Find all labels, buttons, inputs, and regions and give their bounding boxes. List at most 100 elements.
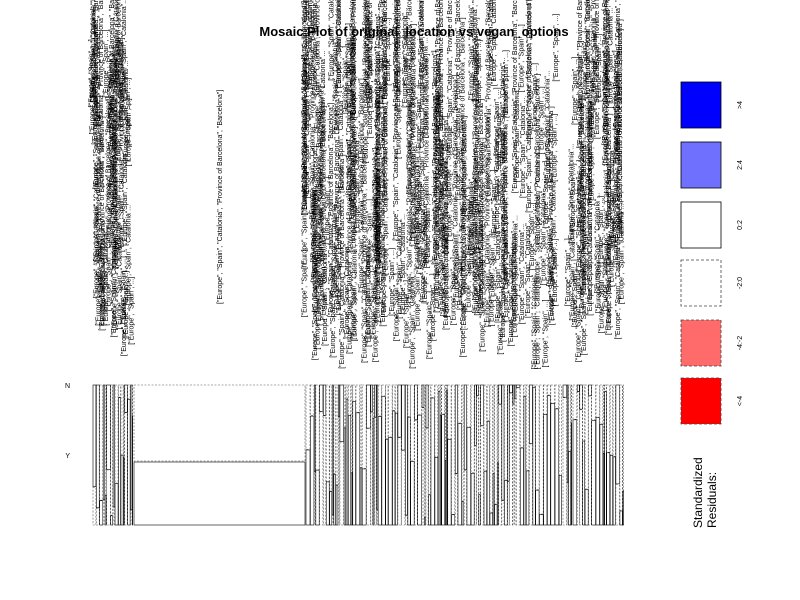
mosaic-tile-y-96: [532, 387, 536, 526]
legend-swatch-2: [680, 201, 722, 249]
mosaic-tile-n-54: [417, 384, 422, 415]
mosaic-tile-y-10: [120, 454, 124, 526]
category-label-overlap-64: ["Europe", "Spain", ...]: [543, 161, 550, 229]
category-label-overlap-116: ["Europe", "Spain", "Catalonia"...: [568, 143, 575, 244]
category-label-overlap-183: ["Europe", "Spain", "Catalonia", "Provin…: [604, 50, 611, 264]
category-label-overlap-45: ["Europe", "Spain", "Catalonia", "Provin…: [460, 17, 467, 231]
mosaic-tiles: [92, 384, 624, 526]
category-label-80: ["Europe", "Spain", ...]: [488, 258, 495, 326]
category-label-overlap-13: ["Europe", "Spain", ...]: [582, 31, 589, 99]
mosaic-tile-y-90: [514, 398, 517, 526]
category-label-21: ["Europe", "Spain", "Catalonia"...: [322, 245, 329, 346]
category-label-41: ["Europe", "Spain", "Catalonia"...: [374, 222, 381, 323]
category-label-overlap-143: ["Europe", "Spain", "Catalonia"...: [350, 20, 357, 121]
category-label-96: ["Europe", "Spain", "Catalonia"...: [531, 269, 538, 370]
category-label-overlap-12: ["Europe", "Spain", "Catalonia", "Provin…: [378, 0, 385, 109]
category-label-overlap-203: ["Europe", "Spain", "Catalonia"...: [576, 171, 583, 272]
mosaic-tile-y-78: [483, 470, 488, 526]
mosaic-tile-n-1: [95, 384, 100, 508]
category-label-overlap-219: ["Europe", "Spain", "Catalonia", "Provin…: [484, 113, 491, 327]
category-label-overlap-28: ["Europe", "Spain", ...]: [539, 86, 546, 154]
mosaic-tile-y-21: [323, 415, 327, 526]
mosaic-tile-n-25: [333, 384, 336, 475]
mosaic-tile-y-63: [441, 414, 446, 526]
mosaic-tile-n-24: [331, 384, 334, 516]
mosaic-tile-n-23: [329, 384, 333, 492]
mosaic-tile-n-102: [554, 384, 560, 409]
mosaic-tile-n-60: [434, 384, 439, 458]
category-label-overlap-131: ["Europe", "Spain", "Catalonia"...: [114, 0, 121, 84]
category-label-overlap-229: ["Europe", "Spain", ...]: [416, 85, 423, 153]
category-label-overlap-197: ["Europe", "Spain", "Catalonia"...: [545, 70, 552, 171]
mosaic-tile-y-116: [599, 424, 604, 526]
mosaic-tile-y-88: [509, 392, 513, 526]
category-label-overlap-233: ["Europe", "Spain", "Catalonia"...: [415, 230, 422, 331]
category-label-overlap-66: ["Europe", "Spain", "Catalonia", "Provin…: [434, 80, 441, 294]
mosaic-tile-y-59: [430, 397, 435, 526]
category-label-overlap-147: ["Europe", "Spain", "Catalonia", "Provin…: [380, 112, 387, 326]
category-label-7: ["Europe", "Spain", "Catalonia"...: [111, 237, 118, 338]
category-label-overlap-23: ["Europe", "Spain", "Catalonia"...: [540, 185, 547, 286]
mosaic-tile-y-43: [381, 396, 386, 526]
mosaic-tile-n-71: [463, 384, 467, 470]
category-label-overlap-189: ["Europe", "Spain", "Catalonia", "Provin…: [375, 47, 382, 261]
legend-label-1: 2:4: [737, 160, 744, 170]
category-label-overlap-59: ["Europe", "Spain", "Catalonia"...: [443, 217, 450, 318]
mosaic-tile-y-49: [401, 450, 406, 526]
category-label-overlap-132: ["Europe", "Spain", "Catalonia", "Provin…: [316, 111, 323, 325]
highlight-category-label: ["Europe", "Spain", "Catalonia", "Provin…: [217, 90, 224, 304]
mosaic-tile-y-54: [417, 414, 422, 526]
category-label-113: ["Europe", "Spain", "Catalonia", "Provin…: [587, 101, 594, 315]
category-label-overlap-228: ["Europe", "Spain", "Catalonia", "Provin…: [548, 106, 555, 320]
mosaic-tile-y-1: [95, 507, 100, 526]
category-label-overlap-93: ["Europe", "Spain", "Catalonia", "Provin…: [395, 0, 402, 159]
category-label-overlap-212: ["Europe", "Spain", "Catalonia"...: [400, 214, 407, 315]
mosaic-tile-y-92: [519, 447, 524, 526]
category-label-70: ["Europe", "Spain", "Catalonia"...: [460, 257, 467, 358]
category-label-36: ["Europe", "Spain", "Catalonia", "Provin…: [361, 148, 368, 362]
category-label-overlap-237: ["Europe", "Spain", "Catalonia", "Provin…: [112, 54, 119, 268]
category-label-overlap-198: ["Europe", "Spain", "Catalonia", "Provin…: [358, 78, 365, 292]
category-label-64: ["Europe", "Spain", "Catalonia", "Provin…: [443, 115, 450, 329]
category-label-75: ["Europe", "Spain", ...]: [475, 248, 482, 316]
mosaic-tile-y-97: [535, 489, 540, 526]
category-label-overlap-40: ["Europe", "Spain", ...]: [501, 217, 508, 285]
chart-title: Mosaic Plot of original_location vs vega…: [259, 24, 568, 39]
mosaic-tile-n-111: [582, 384, 585, 441]
mosaic-tile-n-21: [323, 384, 327, 416]
mosaic-tile-y-83: [497, 462, 499, 526]
mosaic-tile-n-61: [437, 384, 441, 392]
category-label-26: ["Europe", "Spain", "Catalonia", "Provin…: [334, 95, 341, 309]
category-label-20: ["Europe", "Spain", "Catalonia", "Provin…: [318, 86, 325, 300]
mosaic-tile-y-61: [437, 391, 441, 526]
category-label-overlap-29: ["Europe", "Spain", "Catalonia"...: [311, 182, 318, 283]
mosaic-tile-n-4: [104, 384, 107, 496]
mosaic-tile-n-72: [466, 384, 471, 428]
category-label-overlap-85: ["Europe", "Spain", ...]: [549, 257, 556, 325]
category-label-18: ["Europe", "Spain", "Catalonia", "Provin…: [312, 146, 319, 360]
category-label-94: ["Europe", "Spain", "Catalonia"...: [525, 217, 532, 318]
mosaic-tile-y-5: [106, 469, 111, 526]
category-label-overlap-87: ["Europe", "Spain", "Catalonia", "Provin…: [526, 0, 533, 213]
category-label-overlap-102: ["Europe", "Spain", "Catalonia", "Provin…: [435, 0, 442, 146]
mosaic-tile-y-124: [622, 490, 624, 526]
category-label-9: ["Europe", "Spain", "Catalonia"...: [117, 229, 124, 330]
mosaic-tile-n-112: [584, 384, 589, 490]
mosaic-tile-y-52: [410, 461, 415, 526]
legend-label-2: 0:2: [737, 220, 744, 230]
mosaic-tile-y-22: [325, 481, 330, 526]
category-label-19: ["Europe", "Spain", "Catalonia"...: [315, 249, 322, 350]
category-label-108: ["Europe", "Spain", ...]: [572, 259, 579, 327]
category-label-overlap-4: ["Europe", "Spain", ...]: [577, 160, 584, 228]
mosaic-tile-y-39: [372, 417, 375, 526]
mosaic-tile-n-42: [377, 384, 382, 417]
category-label-overlap-36: ["Europe", "Spain", "Catalonia", "Provin…: [527, 0, 534, 140]
category-label-overlap-155: ["Europe", "Spain", "Catalonia"...: [332, 196, 339, 297]
category-label-overlap-153: ["Europe", "Spain", "Catalonia", "Provin…: [461, 116, 468, 330]
mosaic-tile-y-31: [347, 415, 352, 526]
category-label-overlap-73: ["Europe", "Spain", ...]: [598, 196, 605, 264]
category-label-overlap-174: ["Europe", "Spain", "Catalonia", "Provin…: [587, 90, 594, 304]
category-label-overlap-99: ["Europe", "Spain", "Catalonia", "Provin…: [99, 116, 106, 330]
category-label-83: ["Europe", "Spain", "Catalonia"...: [495, 222, 502, 323]
mosaic-tile-n-89: [512, 384, 515, 405]
